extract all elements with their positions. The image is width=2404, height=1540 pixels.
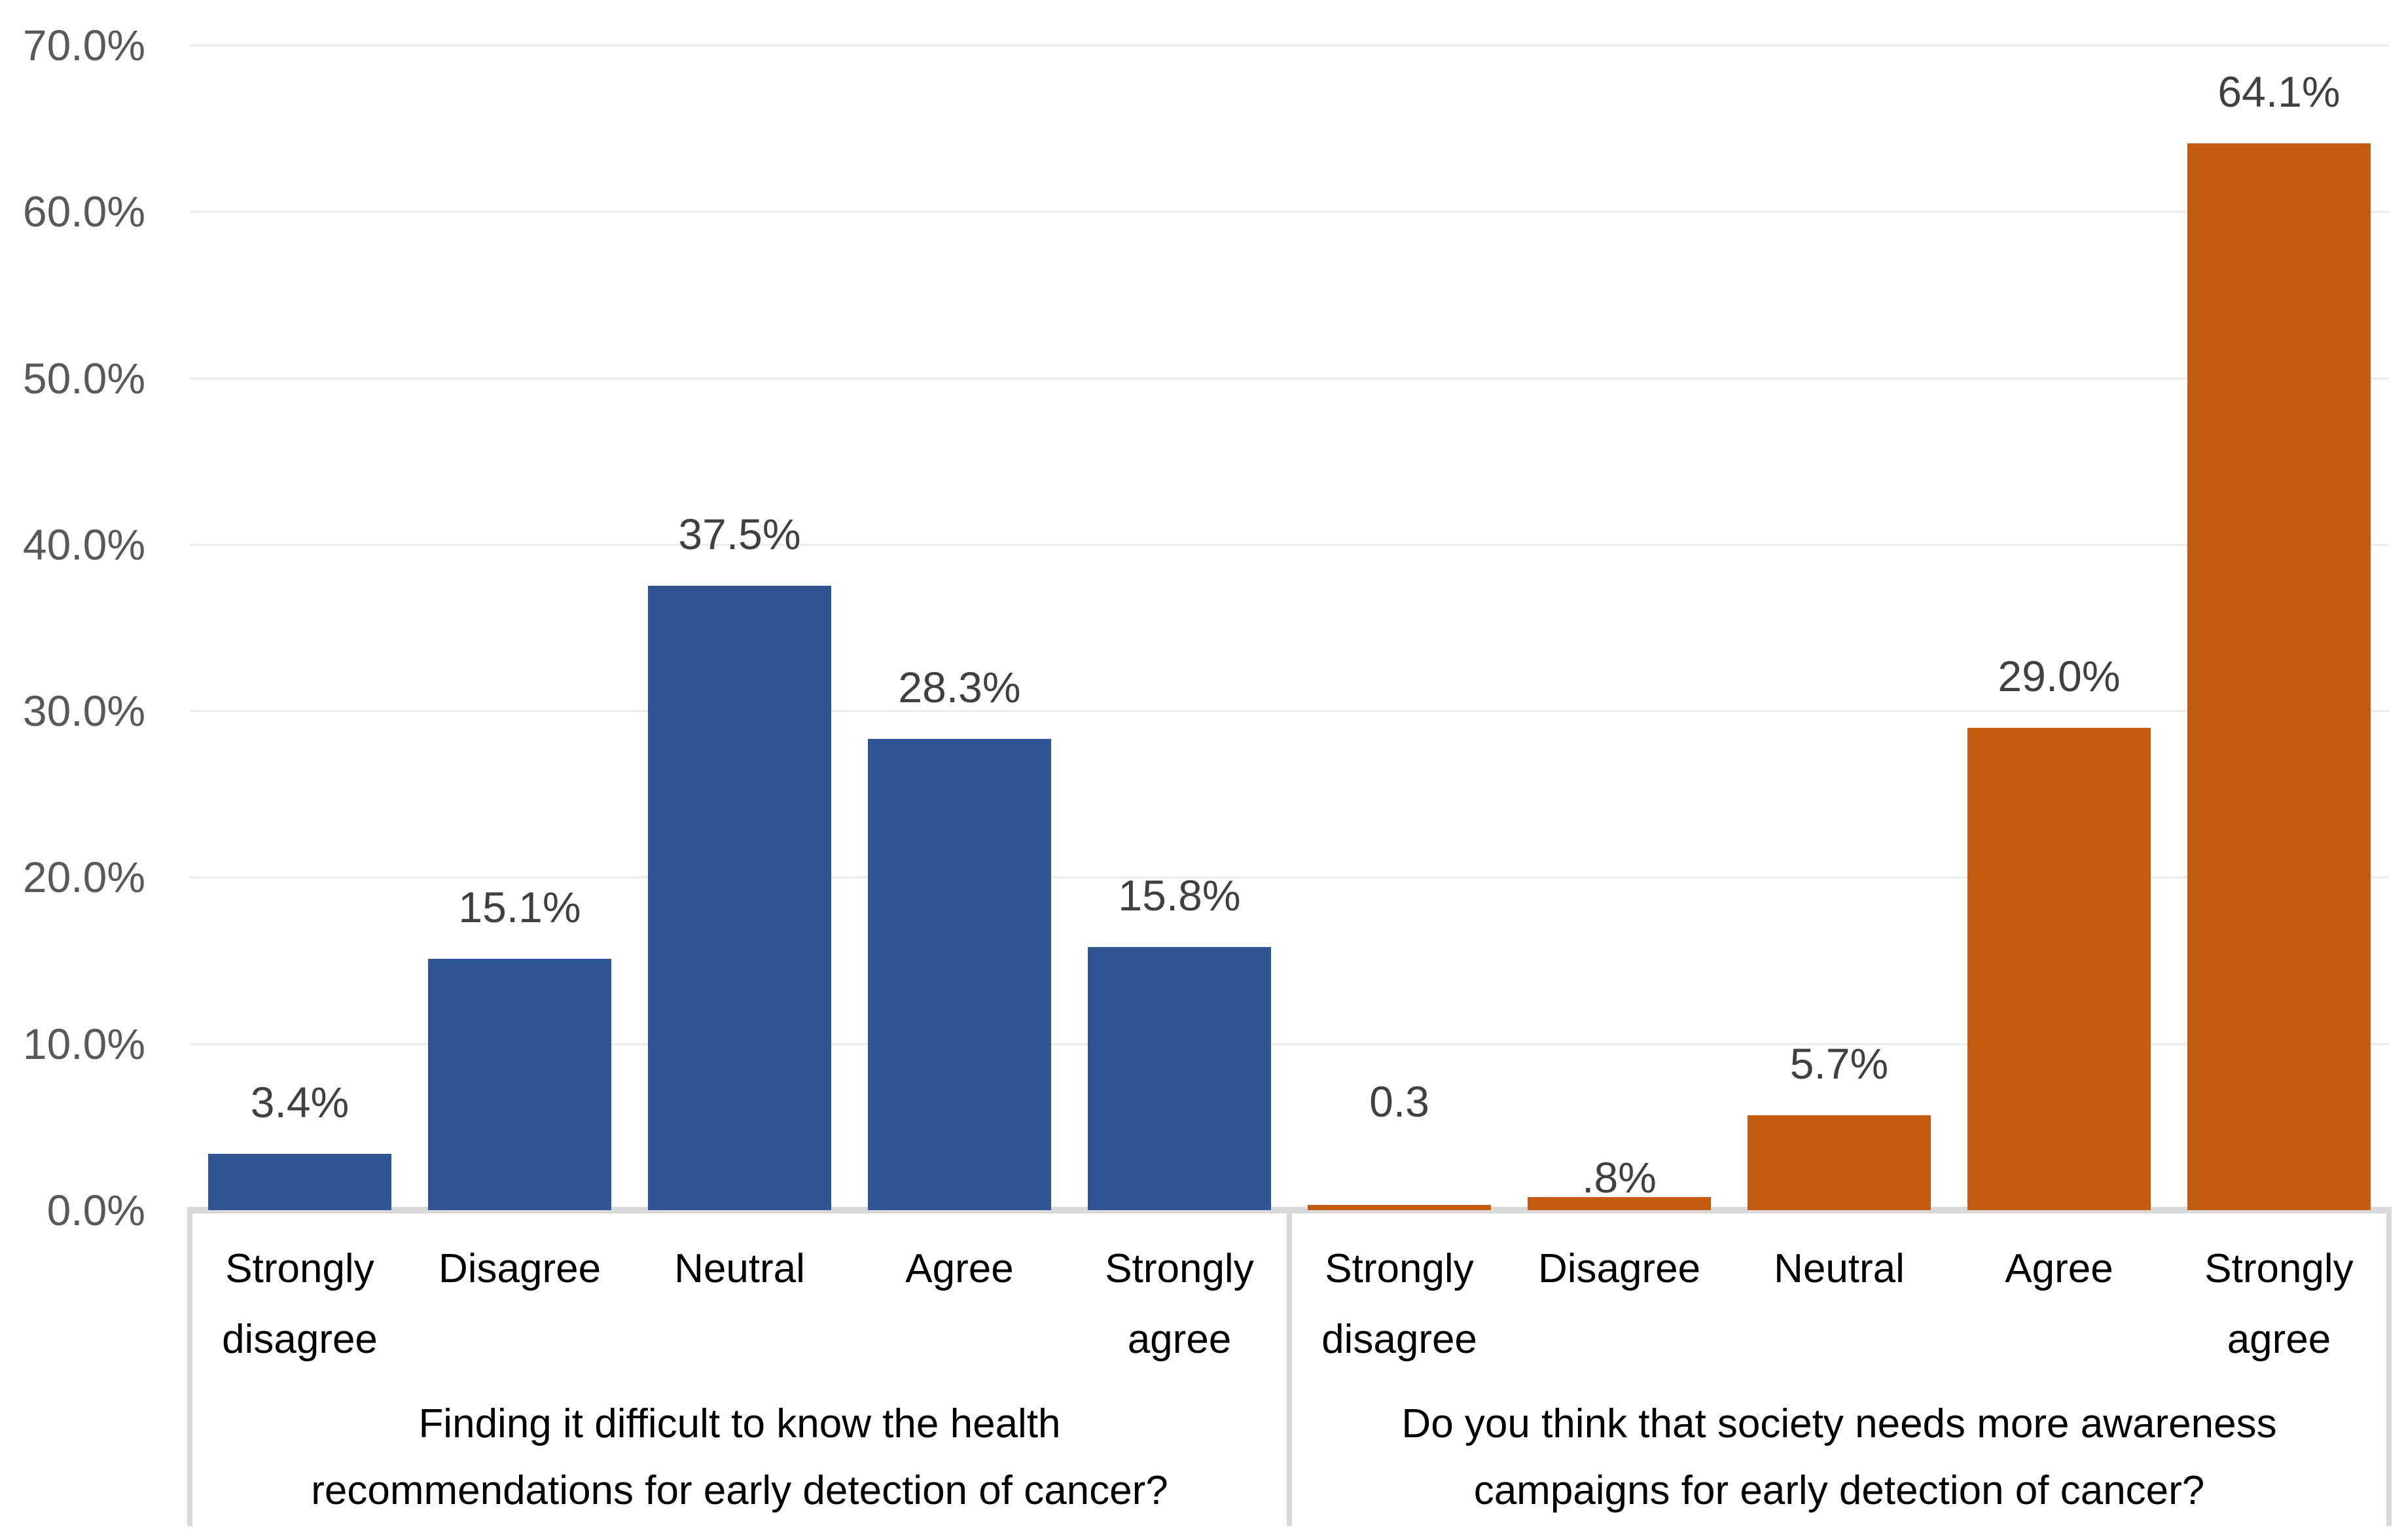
gridline xyxy=(190,211,2389,213)
bar-value-label: 3.4% xyxy=(250,1078,350,1126)
y-axis-tick-label: 10.0% xyxy=(22,1020,145,1068)
category-label: Neutral xyxy=(1774,1246,1905,1291)
bar-value-label: 15.1% xyxy=(458,883,581,931)
category-label: Disagree xyxy=(1537,1246,1701,1291)
category-label: Agree xyxy=(2005,1246,2113,1291)
category-label: Strongly agree xyxy=(1105,1246,1254,1362)
gridline xyxy=(190,544,2389,546)
category-divider xyxy=(1287,1207,1292,1526)
question-label: Do you think that society needs more awa… xyxy=(1401,1401,2277,1513)
y-axis-tick-label: 50.0% xyxy=(22,354,145,403)
bar xyxy=(1967,728,2151,1210)
bar-value-label: .8% xyxy=(1582,1153,1657,1202)
bar xyxy=(868,739,1051,1210)
question-label: Finding it difficult to know the health … xyxy=(311,1401,1168,1513)
gridline xyxy=(190,378,2389,380)
gridline xyxy=(190,1043,2389,1045)
bar-value-label: 15.8% xyxy=(1118,871,1241,920)
gridline xyxy=(190,45,2389,46)
bar xyxy=(1748,1115,1931,1210)
bar-value-label: 28.3% xyxy=(898,663,1021,711)
y-axis-tick-label: 20.0% xyxy=(22,853,145,901)
gridline xyxy=(190,710,2389,712)
bar xyxy=(1088,947,1271,1210)
bar xyxy=(1528,1197,1711,1210)
y-axis-tick-label: 60.0% xyxy=(22,187,145,236)
bar-value-label: 64.1% xyxy=(2217,67,2341,116)
bar-value-label: 5.7% xyxy=(1789,1039,1889,1088)
bar-value-label: 0.3 xyxy=(1369,1077,1429,1126)
category-label: Agree xyxy=(905,1246,1014,1291)
y-axis-tick-label: 30.0% xyxy=(22,687,145,735)
gridline xyxy=(190,876,2389,878)
bar xyxy=(428,959,611,1210)
y-axis-tick-label: 70.0% xyxy=(22,21,145,69)
bar xyxy=(208,1154,391,1210)
category-label: Strongly disagree xyxy=(1321,1246,1477,1362)
bar-value-label: 37.5% xyxy=(678,510,801,558)
category-label: Disagree xyxy=(438,1246,601,1291)
category-divider xyxy=(187,1207,192,1526)
bar xyxy=(648,586,831,1210)
bar-value-label: 29.0% xyxy=(1998,652,2121,700)
category-label: Neutral xyxy=(674,1246,805,1291)
y-axis-tick-label: 40.0% xyxy=(22,520,145,569)
category-label: Strongly disagree xyxy=(222,1246,378,1362)
category-label: Strongly agree xyxy=(2204,1246,2354,1362)
bar xyxy=(1308,1205,1491,1210)
category-divider xyxy=(2386,1207,2392,1526)
bar xyxy=(2187,143,2371,1210)
y-axis-tick-label: 0.0% xyxy=(46,1186,145,1234)
